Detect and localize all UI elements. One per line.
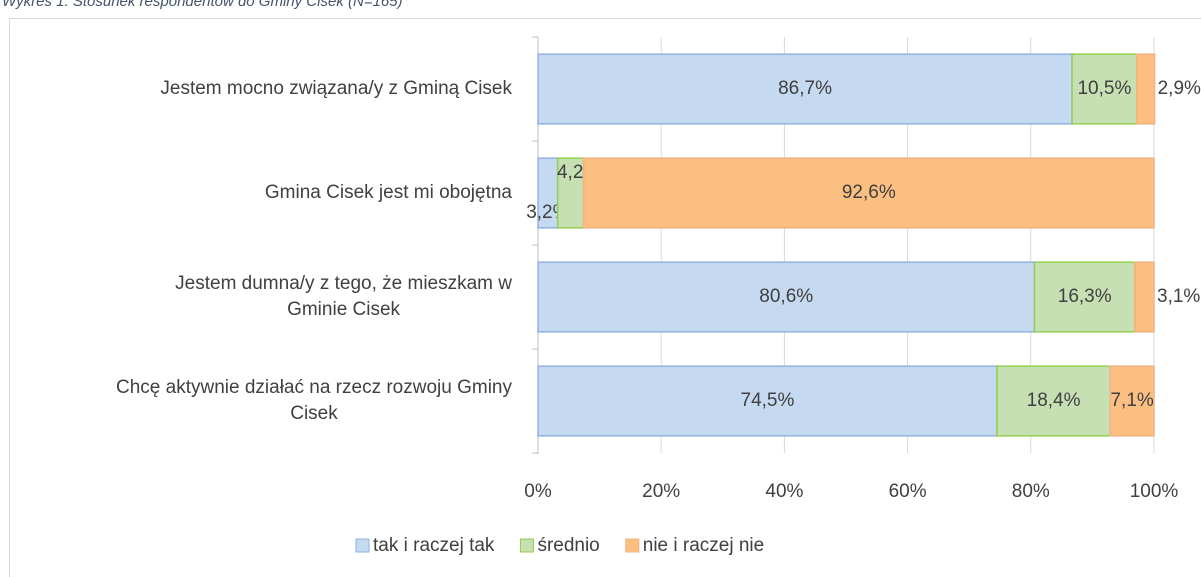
- category-label: Jestem dumna/y z tego, że mieszkam w Gmin…: [175, 273, 512, 320]
- category-label: Gmina Cisek jest mi obojętna: [265, 182, 513, 203]
- data-label: 7,1%: [1110, 390, 1153, 411]
- bar-segment: [582, 157, 1155, 229]
- category-label: Jestem mocno związana/y z Gminą Cisek: [160, 78, 512, 99]
- bar-segment: [556, 157, 585, 229]
- legend-label: tak i raczej tak: [373, 535, 495, 556]
- data-label: 92,6%: [842, 182, 896, 203]
- data-label: 86,7%: [778, 78, 832, 99]
- legend-label: nie i raczej nie: [643, 535, 764, 556]
- data-label: 74,5%: [741, 390, 795, 411]
- bar-segment: [1136, 53, 1156, 125]
- bar-segment: [1134, 261, 1155, 333]
- x-tick-label: 40%: [765, 481, 803, 502]
- legend-swatch: [355, 538, 370, 553]
- category-label-line: Gmina Cisek jest mi obojętna: [265, 182, 513, 203]
- bar-segment: [537, 261, 1036, 333]
- bar-segment: [537, 365, 998, 437]
- legend-label: średnio: [537, 535, 599, 556]
- legend-swatch: [625, 538, 640, 553]
- data-label: 80,6%: [759, 286, 813, 307]
- x-tick-label: 0%: [524, 481, 552, 502]
- x-tick-label: 100%: [1130, 481, 1179, 502]
- category-label-line: Cisek: [290, 403, 338, 424]
- data-label: 10,5%: [1077, 78, 1131, 99]
- category-label-line: Chcę aktywnie działać na rzecz rozwoju G…: [116, 377, 512, 398]
- x-tick-label: 60%: [889, 481, 927, 502]
- x-tick-label: 80%: [1012, 481, 1050, 502]
- bar-segment: [996, 365, 1112, 437]
- bar-segment: [1071, 53, 1138, 125]
- data-label: 18,4%: [1027, 390, 1081, 411]
- bar-segment: [537, 53, 1073, 125]
- chart-frame: [9, 18, 1201, 577]
- chart-title: Wykres 1. Stosunek respondentów do Gminy…: [2, 0, 403, 10]
- x-tick-label: 20%: [642, 481, 680, 502]
- legend-swatch: [519, 538, 534, 553]
- data-label: 2,9%: [1158, 78, 1201, 99]
- category-label-line: Jestem dumna/y z tego, że mieszkam w: [175, 273, 512, 294]
- category-label: Chcę aktywnie działać na rzecz rozwoju G…: [116, 377, 512, 424]
- data-label: 3,1%: [1157, 286, 1200, 307]
- bar-segment: [1109, 365, 1155, 437]
- category-label-line: Gminie Cisek: [287, 299, 400, 320]
- bar-segment: [1033, 261, 1136, 333]
- category-label-line: Jestem mocno związana/y z Gminą Cisek: [160, 78, 512, 99]
- data-label: 16,3%: [1058, 286, 1112, 307]
